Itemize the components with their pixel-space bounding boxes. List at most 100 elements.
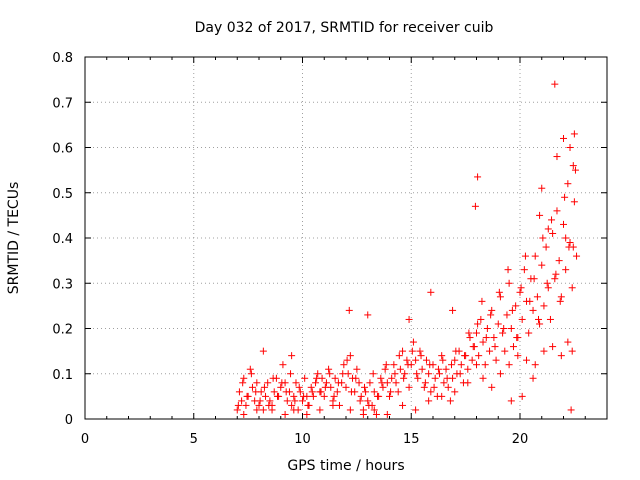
data-point: [468, 356, 476, 364]
data-point: [529, 374, 537, 382]
data-point: [370, 406, 378, 414]
data-point: [299, 397, 306, 405]
data-point: [549, 229, 557, 237]
data-point: [253, 379, 261, 387]
data-point: [326, 370, 334, 378]
data-point: [536, 320, 544, 328]
data-point: [503, 311, 511, 319]
data-point: [516, 288, 524, 296]
data-point: [474, 173, 482, 181]
data-point: [330, 392, 338, 400]
x-tick-label: 20: [512, 432, 529, 447]
data-point: [403, 356, 411, 364]
data-point: [548, 216, 556, 224]
data-point: [239, 379, 247, 387]
data-point: [288, 401, 296, 409]
data-point: [374, 392, 382, 400]
data-point: [514, 352, 522, 360]
data-point: [431, 374, 439, 382]
data-point: [540, 347, 548, 355]
data-point: [501, 347, 509, 355]
data-point: [418, 365, 426, 373]
data-point: [347, 388, 355, 396]
data-point: [495, 288, 503, 296]
data-point: [464, 365, 472, 373]
y-tick-label: 0.8: [52, 51, 73, 66]
data-point: [469, 343, 477, 351]
data-point: [466, 334, 474, 342]
data-point: [400, 374, 408, 382]
data-point: [425, 397, 433, 405]
data-point: [405, 383, 413, 391]
data-point: [235, 388, 243, 396]
data-point: [464, 379, 472, 387]
data-point: [518, 315, 526, 323]
data-point: [372, 410, 380, 418]
data-point: [266, 397, 274, 405]
data-point: [242, 401, 250, 409]
data-point: [281, 410, 289, 418]
data-point: [252, 388, 260, 396]
data-point: [382, 361, 390, 369]
data-point: [478, 297, 486, 305]
data-point: [292, 379, 300, 387]
data-point: [551, 80, 559, 88]
data-point: [370, 388, 378, 396]
data-point: [529, 306, 537, 314]
data-point: [248, 383, 256, 391]
data-point: [290, 392, 298, 400]
data-point: [422, 356, 430, 364]
data-point: [321, 383, 329, 391]
data-point: [531, 252, 539, 260]
data-point: [451, 356, 459, 364]
data-point: [421, 379, 429, 387]
data-point: [499, 329, 507, 337]
x-tick-label: 0: [81, 432, 89, 447]
data-point: [260, 383, 268, 391]
data-point: [308, 388, 316, 396]
data-point: [560, 220, 567, 228]
data-point: [291, 397, 299, 405]
data-point: [264, 379, 272, 387]
data-point: [255, 401, 263, 409]
data-point: [388, 374, 396, 382]
data-point: [283, 397, 291, 405]
data-point: [439, 356, 447, 364]
data-point: [259, 406, 267, 414]
data-point: [313, 374, 321, 382]
data-point: [456, 370, 464, 378]
data-point: [333, 388, 341, 396]
data-point: [322, 379, 330, 387]
data-point: [320, 392, 328, 400]
data-point: [505, 361, 513, 369]
data-point: [392, 379, 400, 387]
data-point: [525, 329, 533, 337]
data-point: [564, 180, 572, 188]
data-point: [243, 392, 251, 400]
data-point: [365, 401, 373, 409]
data-point: [396, 365, 404, 373]
data-point: [359, 410, 367, 418]
data-point: [569, 243, 577, 251]
data-point: [238, 397, 246, 405]
data-point: [381, 365, 389, 373]
data-point: [316, 406, 324, 414]
data-point: [564, 338, 572, 346]
data-point: [440, 379, 448, 387]
data-point: [401, 370, 409, 378]
data-point: [352, 374, 360, 382]
data-point: [571, 166, 579, 174]
axis-ticks: 0 5 10 15 20 0 0.1 0.2 0.3 0.4 0.5 0.6 0.7 0.8: [52, 51, 607, 447]
data-point: [475, 352, 483, 360]
data-point: [540, 302, 548, 310]
data-point: [568, 347, 576, 355]
data-point: [295, 383, 303, 391]
data-point: [504, 266, 512, 274]
data-point: [534, 315, 542, 323]
data-point: [488, 306, 496, 314]
data-point: [417, 352, 425, 360]
data-point: [512, 302, 520, 310]
data-point: [399, 347, 407, 355]
data-point: [394, 388, 402, 396]
data-point: [405, 315, 413, 323]
